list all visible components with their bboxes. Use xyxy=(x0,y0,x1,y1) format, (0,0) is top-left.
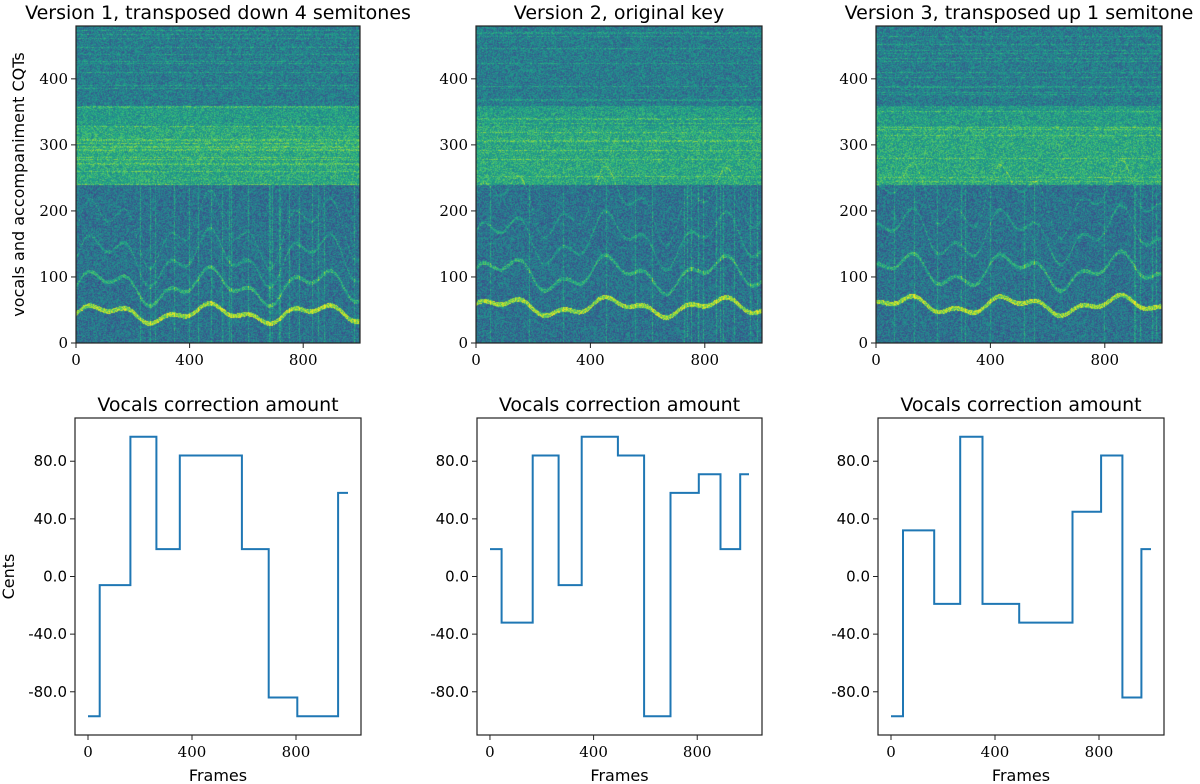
x-tick-label: 0 xyxy=(871,351,881,369)
y-tick-label: 200 xyxy=(839,202,868,220)
spectrogram-1 xyxy=(76,26,360,343)
spectrogram-2 xyxy=(476,26,762,343)
axes-frame xyxy=(75,25,361,344)
subplot-title: Version 3, transposed up 1 semitone xyxy=(845,2,1194,24)
y-tick-label: 200 xyxy=(39,202,68,220)
y-tick-label: 0.0 xyxy=(445,568,469,586)
x-tick-label: 0 xyxy=(886,743,896,761)
y-tick-label: 300 xyxy=(39,136,68,154)
axes-frame xyxy=(74,417,362,736)
axes-frame xyxy=(875,25,1163,344)
correction-step-line xyxy=(490,435,749,718)
subplot-3: 0 400 800 0 100 200 300 400 Version 3, transpose… xyxy=(839,2,1193,369)
subplot-title: Vocals correction amount xyxy=(900,394,1141,416)
x-axis-label: Frames xyxy=(189,766,247,784)
x-tick-label: 400 xyxy=(178,743,207,761)
y-tick-label: 100 xyxy=(39,268,68,286)
correction-step-line xyxy=(891,435,1151,718)
x-tick-label: 400 xyxy=(579,743,608,761)
x-tick-label: 0 xyxy=(83,743,93,761)
subplot-6: 0 400 800 -80.0 -40.0 0.0 40.0 80.0 Vocals corre… xyxy=(831,394,1165,784)
axes-frame xyxy=(877,417,1165,736)
x-tick-label: 400 xyxy=(976,351,1005,369)
x-tick-label: 800 xyxy=(1085,743,1114,761)
y-tick-label: 80.0 xyxy=(34,452,67,470)
x-tick-label: 400 xyxy=(175,351,204,369)
subplot-4: 0 400 800 -80.0 -40.0 0.0 40.0 80.0 Vocals corre… xyxy=(0,394,362,784)
subplot-title: Version 2, original key xyxy=(514,2,724,24)
subplot-5: 0 400 800 -80.0 -40.0 0.0 40.0 80.0 Vocals corre… xyxy=(430,394,763,784)
x-tick-label: 400 xyxy=(981,743,1010,761)
y-tick-label: 80.0 xyxy=(436,452,469,470)
x-tick-label: 0 xyxy=(71,351,81,369)
x-tick-label: 800 xyxy=(690,351,719,369)
x-tick-label: 800 xyxy=(282,743,311,761)
x-axis-label: Frames xyxy=(992,766,1050,784)
y-tick-label: 0 xyxy=(58,334,68,352)
y-tick-label: 80.0 xyxy=(837,452,870,470)
x-tick-label: 800 xyxy=(1090,351,1119,369)
y-tick-label: -40.0 xyxy=(28,625,67,643)
y-tick-label: 400 xyxy=(39,70,68,88)
x-tick-label: 0 xyxy=(471,351,481,369)
y-tick-label: 0.0 xyxy=(846,568,870,586)
axes-frame xyxy=(476,417,763,736)
y-axis-label: Cents xyxy=(0,554,18,600)
y-tick-label: 40.0 xyxy=(436,510,469,528)
x-tick-label: 400 xyxy=(576,351,605,369)
y-tick-label: 400 xyxy=(839,70,868,88)
y-tick-label: -80.0 xyxy=(831,683,870,701)
y-tick-label: 300 xyxy=(439,136,468,154)
x-tick-label: 0 xyxy=(485,743,495,761)
y-tick-label: 100 xyxy=(439,268,468,286)
subplot-title: Vocals correction amount xyxy=(499,394,740,416)
y-tick-label: 200 xyxy=(439,202,468,220)
subplot-title: Version 1, transposed down 4 semitones xyxy=(25,2,411,24)
y-tick-label: -80.0 xyxy=(28,683,67,701)
subplot-1: 0 400 800 0 100 200 300 400 Version 1, transpose… xyxy=(9,2,411,369)
y-tick-label: -40.0 xyxy=(430,625,469,643)
y-tick-label: 0.0 xyxy=(43,568,67,586)
y-tick-label: -80.0 xyxy=(430,683,469,701)
y-tick-label: 40.0 xyxy=(34,510,67,528)
y-tick-label: 40.0 xyxy=(837,510,870,528)
x-tick-label: 800 xyxy=(289,351,318,369)
y-tick-label: 0 xyxy=(858,334,868,352)
y-tick-label: -40.0 xyxy=(831,625,870,643)
correction-step-line xyxy=(88,435,348,718)
subplot-title: Vocals correction amount xyxy=(97,394,338,416)
y-tick-label: 0 xyxy=(458,334,468,352)
y-tick-label: 100 xyxy=(839,268,868,286)
y-axis-label: vocals and accompaniment CQTs xyxy=(9,52,28,316)
y-tick-label: 400 xyxy=(439,70,468,88)
subplot-2: 0 400 800 0 100 200 300 400 Version 2, original … xyxy=(439,2,763,369)
axes-frame xyxy=(475,25,763,344)
spectrogram-3 xyxy=(876,26,1162,343)
x-axis-label: Frames xyxy=(590,766,648,784)
x-tick-label: 800 xyxy=(683,743,712,761)
y-tick-label: 300 xyxy=(839,136,868,154)
